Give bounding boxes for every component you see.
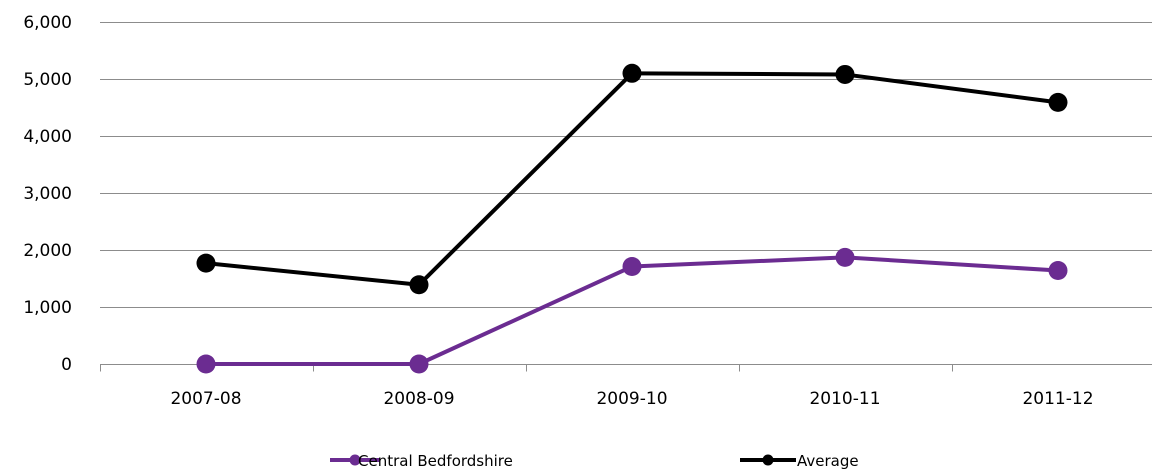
- x-tick-label: 2007-08: [170, 389, 241, 409]
- data-point: [622, 63, 642, 83]
- legend-label: Average: [797, 452, 859, 470]
- legend-item: Average: [740, 452, 859, 470]
- data-point: [835, 247, 855, 267]
- series-line: [205, 71, 1059, 287]
- series-0: [196, 247, 1068, 374]
- series-group: [196, 63, 1068, 374]
- legend: Central Bedfordshire Average: [330, 452, 859, 470]
- x-tick-label: 2009-10: [596, 389, 667, 409]
- data-point: [835, 64, 855, 84]
- y-tick-label: 1,000: [23, 298, 72, 318]
- data-point: [196, 253, 216, 273]
- data-point: [622, 257, 642, 277]
- x-tick-label: 2008-09: [383, 389, 454, 409]
- x-axis: 2007-08 2008-09 2009-10 2010-11 2011-12: [100, 364, 1152, 409]
- data-point: [196, 354, 216, 374]
- y-tick-label: 4,000: [23, 127, 72, 147]
- y-tick-label: 6,000: [23, 13, 72, 33]
- y-tick-label: 2,000: [23, 241, 72, 261]
- legend-label: Central Bedfordshire: [358, 452, 513, 470]
- legend-marker: [762, 454, 774, 466]
- data-point: [1048, 92, 1068, 112]
- data-point: [409, 275, 429, 295]
- y-axis: 0 1,000 2,000 3,000 4,000 5,000 6,000: [23, 13, 72, 375]
- series-1: [196, 63, 1068, 295]
- y-tick-label: 5,000: [23, 70, 72, 90]
- data-point: [409, 354, 429, 374]
- legend-marker: [349, 454, 361, 466]
- legend-item: Central Bedfordshire: [330, 452, 513, 470]
- x-tick-label: 2011-12: [1022, 389, 1093, 409]
- data-point: [1048, 261, 1068, 281]
- y-tick-label: 3,000: [23, 184, 72, 204]
- x-tick-label: 2010-11: [809, 389, 880, 409]
- y-tick-label: 0: [61, 355, 72, 375]
